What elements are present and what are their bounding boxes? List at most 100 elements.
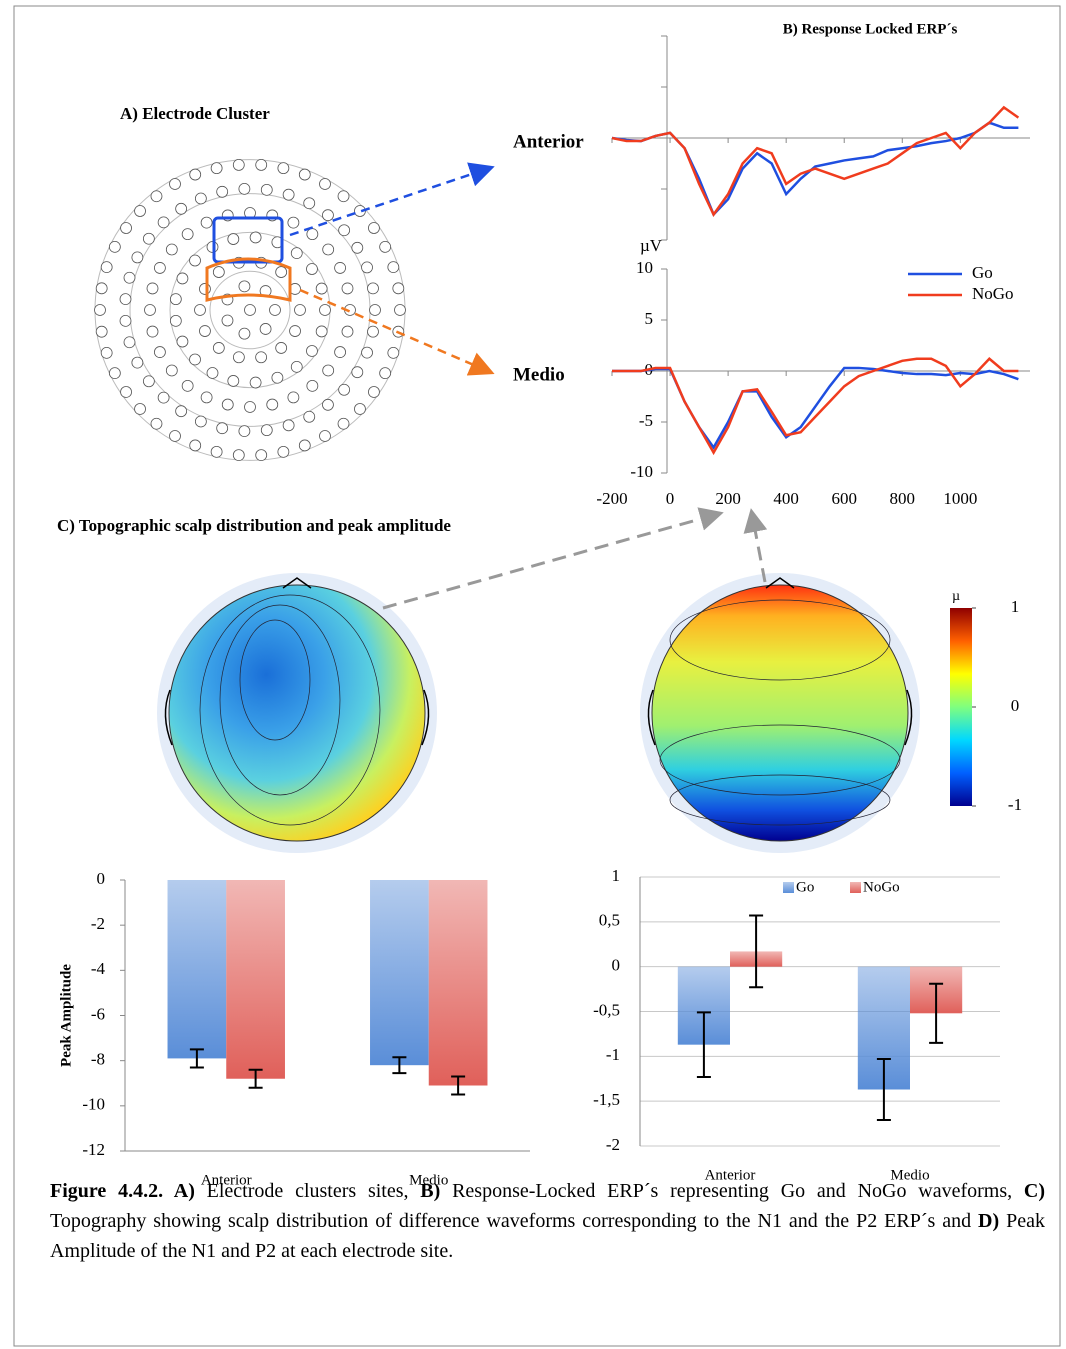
electrode	[272, 372, 283, 383]
electrode	[170, 431, 181, 442]
figure-page: A) Electrode Cluster µ10-1 B) Response L…	[0, 0, 1066, 1349]
electrode	[323, 365, 334, 376]
electrode	[143, 233, 154, 244]
electrode	[96, 326, 107, 337]
electrode	[201, 392, 212, 403]
electrode	[132, 252, 143, 263]
y-tick-label: 5	[645, 309, 654, 328]
caption-text: C)	[1024, 1180, 1045, 1202]
electrode	[335, 347, 346, 358]
x-tick-label: 1000	[943, 489, 977, 508]
electrode	[367, 326, 378, 337]
electrode	[278, 163, 289, 174]
electrode	[307, 229, 318, 240]
electrode	[176, 203, 187, 214]
electrode	[339, 225, 350, 236]
electrode	[261, 425, 272, 436]
electrode	[199, 326, 210, 337]
electrode	[166, 244, 177, 255]
electrode	[239, 328, 250, 339]
bar	[226, 880, 285, 1079]
legend-swatch	[783, 882, 794, 893]
electrode	[276, 342, 287, 353]
electrode	[267, 399, 278, 410]
electrode	[239, 426, 250, 437]
electrode	[195, 193, 206, 204]
electrode	[239, 281, 250, 292]
electrode	[256, 450, 267, 461]
topomap-n1	[157, 573, 437, 853]
electrode	[151, 191, 162, 202]
electrode	[199, 283, 210, 294]
electrode	[124, 272, 135, 283]
y-tick-label: -0,5	[593, 1000, 620, 1019]
electrode	[306, 345, 317, 356]
electrode	[109, 368, 120, 379]
y-tick-label: -5	[639, 411, 653, 430]
y-tick-label: 0,5	[599, 911, 620, 930]
electrode	[222, 399, 233, 410]
electrode	[121, 223, 132, 234]
electrode	[135, 206, 146, 217]
electrode	[233, 450, 244, 461]
electrode	[201, 217, 212, 228]
electrode	[362, 347, 373, 358]
y-tick-label: -1	[606, 1045, 620, 1064]
erp-line	[612, 107, 1018, 214]
electrode	[195, 305, 206, 316]
bar	[370, 880, 429, 1065]
electrode	[362, 262, 373, 273]
electrode	[147, 326, 158, 337]
electrode	[388, 262, 399, 273]
y-tick-label: -10	[82, 1095, 105, 1114]
electrode	[166, 365, 177, 376]
caption: Figure 4.4.2. A) Electrode clusters site…	[50, 1176, 1045, 1266]
x-tick-label: 600	[831, 489, 857, 508]
y-tick-label: -2	[91, 914, 105, 933]
electrode	[211, 446, 222, 457]
x-tick-label: 800	[890, 489, 916, 508]
legend-label: Go	[972, 263, 993, 282]
electrode	[195, 416, 206, 427]
electrode	[270, 305, 281, 316]
arrow	[290, 168, 490, 235]
electrode	[170, 294, 181, 305]
electrode	[283, 420, 294, 431]
electrode	[217, 423, 228, 434]
electrode	[250, 232, 261, 243]
colorbar-tick-label: 0	[1011, 696, 1020, 715]
electrode	[135, 403, 146, 414]
y-tick-label: -2	[606, 1135, 620, 1154]
electrode	[207, 368, 218, 379]
y-tick-label: -4	[91, 959, 106, 978]
electrode	[256, 159, 267, 170]
y-tick-label: -1,5	[593, 1090, 620, 1109]
electrode	[211, 163, 222, 174]
electrode	[352, 367, 363, 378]
panel-title: A) Electrode Cluster	[120, 104, 270, 123]
x-tick-label: 400	[773, 489, 799, 508]
electrode	[342, 326, 353, 337]
electrode	[299, 440, 310, 451]
electrode	[304, 411, 315, 422]
electrode	[290, 326, 301, 337]
electrode	[339, 384, 350, 395]
electrode	[245, 305, 256, 316]
electrode	[380, 241, 391, 252]
electrode	[95, 305, 106, 316]
electrode	[245, 402, 256, 413]
caption-text: Electrode clusters sites,	[195, 1180, 420, 1202]
electrode	[132, 357, 143, 368]
electrode	[338, 418, 349, 429]
y-tick-label: -10	[630, 462, 653, 481]
electrode	[154, 262, 165, 273]
colorbar: µ10-1	[950, 589, 1022, 814]
electrode	[291, 361, 302, 372]
medio-cluster	[207, 259, 290, 300]
electrode	[222, 315, 233, 326]
electrode	[217, 186, 228, 197]
electrode	[288, 217, 299, 228]
electrode	[370, 305, 381, 316]
panel-title: C) Topographic scalp distribution and pe…	[57, 512, 497, 540]
x-tick-label: 0	[666, 489, 675, 508]
